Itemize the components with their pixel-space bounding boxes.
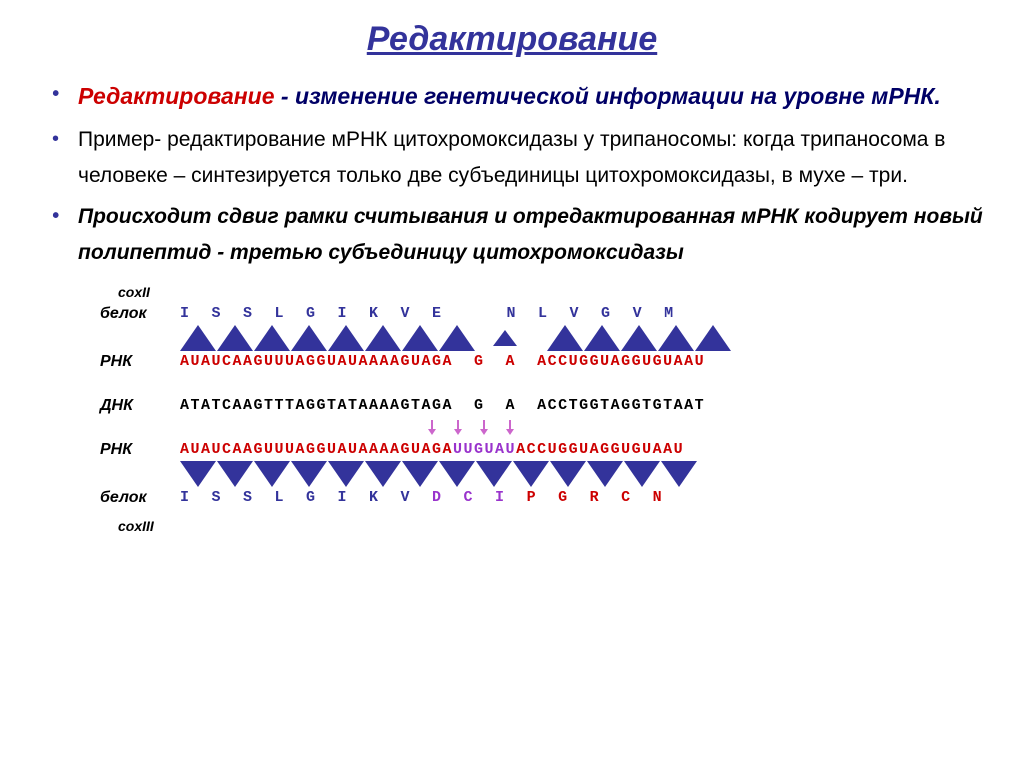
rna-bot-seq-2: ACCUGGUAGGUGUAAU	[516, 441, 684, 458]
bullet-list: Редактирование - изменение генетической …	[40, 77, 984, 271]
triangle-down-icon	[624, 461, 660, 487]
rna-bottom-row: РНК AUAUCAAGUUUAGGUAUAAAAGUAGAUUGUAUACCU…	[100, 439, 984, 461]
triangle-up-icon	[328, 325, 364, 351]
dna-label: ДНК	[100, 397, 180, 415]
triangle-down-icon	[365, 461, 401, 487]
bullet-1-lead: Редактирование	[78, 83, 275, 109]
sequence-diagram: coxII белок I S S L G I K V E N L V G V …	[100, 281, 984, 537]
bullet-1: Редактирование - изменение генетической …	[40, 77, 984, 116]
protein-top-seq-2: N L V G V M	[507, 305, 675, 322]
triangle-down-icon	[439, 461, 475, 487]
triangle-down-icon	[254, 461, 290, 487]
rna-top-gap: G A	[453, 353, 537, 370]
protein-label-bottom: белок	[100, 489, 180, 507]
protein-bottom-row: белок I S S L G I K V D C I P G R C N	[100, 487, 984, 509]
protein-label-top: белок	[100, 305, 180, 323]
triangle-up-icon	[584, 325, 620, 351]
triangle-up-icon	[402, 325, 438, 351]
protein-top-row: белок I S S L G I K V E N L V G V M	[100, 303, 984, 325]
insert-arrow-icon	[428, 420, 436, 436]
rna-top-row: РНК AUAUCAAGUUUAGGUAUAAAAGUAGA G A ACCUG…	[100, 351, 984, 373]
triangles-down-row	[100, 461, 984, 487]
coxII-label: coxII	[100, 284, 198, 300]
dna-row: ДНК ATATCAAGTTTAGGTATAAAAGTAGA G A ACCTG…	[100, 395, 984, 417]
dna-seq-1: ATATCAAGTTTAGGTATAAAAGTAGA	[180, 397, 453, 414]
protein-bot-new: P G R C N	[527, 489, 664, 506]
triangle-down-icon	[513, 461, 549, 487]
slide-title: Редактирование	[40, 20, 984, 59]
coxIII-label: coxIII	[100, 518, 198, 534]
triangles-up-group-1	[180, 325, 475, 351]
triangle-up-icon	[291, 325, 327, 351]
triangles-up-group-2	[547, 325, 731, 351]
triangle-down-icon	[661, 461, 697, 487]
insert-arrow-icon	[454, 420, 462, 436]
triangles-down-group	[180, 461, 697, 487]
triangle-down-icon	[587, 461, 623, 487]
triangle-up-icon	[180, 325, 216, 351]
triangle-down-icon	[291, 461, 327, 487]
rna-bot-seq-1: AUAUCAAGUUUAGGUAUAAAAGUAGA	[180, 441, 453, 458]
triangle-down-icon	[402, 461, 438, 487]
rna-bot-insert: UUGUAU	[453, 441, 516, 458]
dna-gap: G A	[453, 397, 537, 414]
triangle-up-icon	[365, 325, 401, 351]
triangle-up-icon	[621, 325, 657, 351]
rna-top-seq-1: AUAUCAAGUUUAGGUAUAAAAGUAGA	[180, 353, 453, 370]
insert-arrow-icon	[506, 420, 514, 436]
triangle-up-icon	[547, 325, 583, 351]
rna-label-bottom: РНК	[100, 441, 180, 459]
triangle-up-icon	[695, 325, 731, 351]
protein-bot-old: I S S L G I K V	[180, 489, 432, 506]
insert-arrow-icon	[480, 420, 488, 436]
triangle-up-icon	[254, 325, 290, 351]
triangles-up-row	[100, 325, 984, 351]
triangle-down-icon	[550, 461, 586, 487]
rna-top-seq-2: ACCUGGUAGGUGUAAU	[537, 353, 705, 370]
bullet-1-rest: - изменение генетической информации на у…	[275, 83, 941, 109]
triangle-down-icon	[476, 461, 512, 487]
rna-label-top: РНК	[100, 353, 180, 371]
triangle-up-icon	[217, 325, 253, 351]
triangle-down-icon	[217, 461, 253, 487]
bullet-2: Пример- редактирование мРНК цитохромокси…	[40, 122, 984, 193]
dna-seq-2: ACCTGGTAGGTGTAAT	[537, 397, 705, 414]
insert-arrows-row	[100, 417, 984, 439]
protein-top-seq-1: I S S L G I K V E	[180, 305, 443, 322]
protein-bot-mid: D C I	[432, 489, 527, 506]
bullet-3: Происходит сдвиг рамки считывания и отре…	[40, 199, 984, 270]
triangle-down-icon	[180, 461, 216, 487]
triangle-up-icon	[439, 325, 475, 351]
triangle-up-icon	[658, 325, 694, 351]
triangle-down-icon	[328, 461, 364, 487]
triangle-small-icon	[493, 330, 517, 346]
